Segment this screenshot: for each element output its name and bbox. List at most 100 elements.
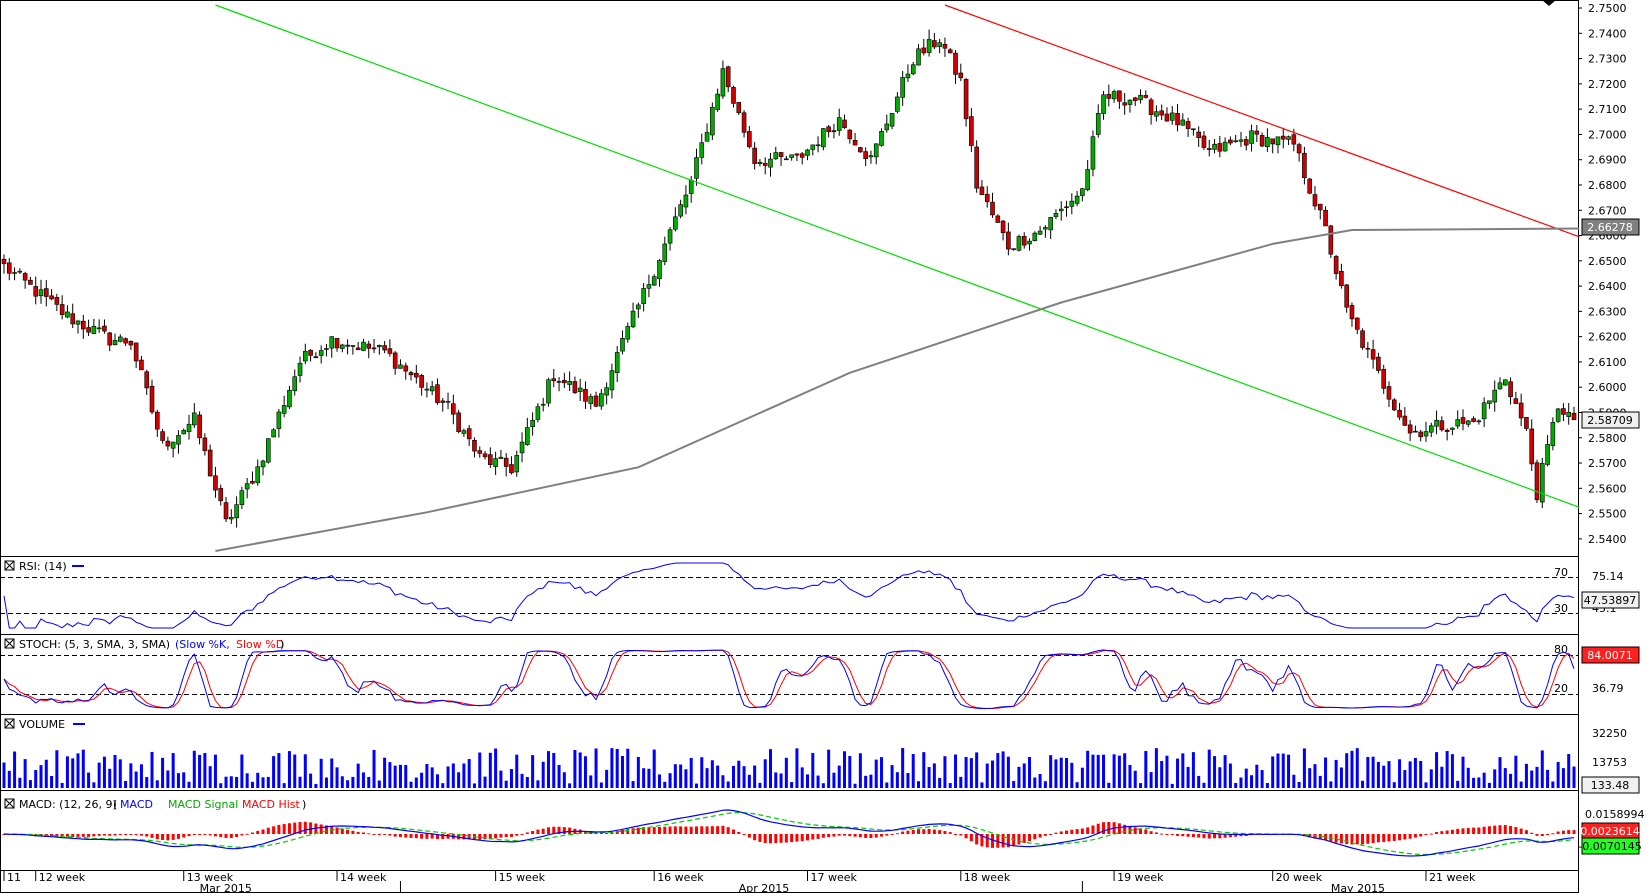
candle (963, 77, 969, 127)
volume-bar (87, 772, 91, 788)
candle (514, 450, 520, 477)
price-tick-label: 2.6100 (1588, 356, 1627, 369)
volume-bar (938, 777, 942, 788)
volume-bar (726, 781, 730, 788)
candle-body (1344, 284, 1349, 308)
candle (852, 132, 858, 146)
volume-bar (911, 754, 915, 788)
volume-bar (134, 771, 138, 788)
volume-bar (546, 751, 550, 788)
candle (905, 64, 911, 82)
candle (1381, 364, 1386, 394)
macd-hist-bar (811, 834, 815, 840)
month-label: Mar 2015 (200, 882, 252, 893)
volume-bar (404, 765, 408, 788)
candle (1132, 96, 1138, 107)
candle (54, 293, 60, 312)
candle (947, 47, 953, 54)
candle-body (863, 151, 868, 159)
candle (1154, 105, 1159, 122)
macd-hist-bar (76, 834, 80, 837)
candle (1434, 410, 1439, 435)
candle-body (192, 412, 197, 426)
candle (223, 497, 229, 523)
candle-body (1402, 415, 1408, 426)
price-tick-label: 2.5800 (1588, 432, 1627, 445)
macd-hist-bar (266, 827, 270, 834)
macd-hist-bar (1117, 823, 1121, 834)
macd-hist-bar (525, 832, 529, 834)
volume-close-icon[interactable] (4, 718, 15, 729)
candle-body (826, 126, 831, 133)
candle-body (535, 406, 541, 420)
candle (577, 378, 583, 401)
rsi-close-icon[interactable] (4, 560, 15, 571)
rsi-series (3, 562, 1575, 629)
volume-bar (2, 762, 6, 788)
volume-bar (324, 777, 328, 788)
candle (699, 133, 705, 165)
candle-body (1101, 94, 1106, 114)
candle-body (292, 376, 298, 392)
volume-bar (1403, 770, 1407, 788)
price-tick-label: 2.5400 (1588, 533, 1627, 546)
scroll-arrow-icon[interactable] (1542, 0, 1556, 6)
volume-bar (414, 777, 418, 788)
candle-body (609, 370, 615, 391)
candle (234, 496, 239, 528)
candle (858, 146, 863, 153)
macd-close-icon[interactable] (4, 798, 15, 809)
volume-bar (1160, 760, 1164, 788)
macd-hist-bar (610, 832, 614, 834)
stoch-close-icon[interactable] (4, 638, 15, 649)
candle (1376, 352, 1381, 374)
volume-bar (1461, 756, 1465, 788)
macd-hist-bar (1546, 834, 1550, 836)
macd-hist-bar (1107, 822, 1111, 834)
volume-bar (1498, 757, 1502, 788)
price-tick-label: 2.7400 (1588, 27, 1627, 40)
volume-bar (1281, 753, 1285, 788)
macd-hist-bar (1466, 827, 1470, 834)
volume-bar (145, 777, 149, 788)
candle-body (38, 289, 44, 297)
candle (921, 38, 927, 56)
candle-body (762, 162, 768, 166)
candle-body (773, 152, 779, 160)
volume-bar (1223, 755, 1227, 788)
macd-hist-bar (583, 830, 587, 834)
candle (1233, 134, 1238, 143)
candle-body (667, 229, 673, 244)
candle-body (879, 131, 884, 146)
candle (1529, 419, 1535, 471)
stoch-value-box: 84.0071 (1581, 646, 1640, 664)
candle (361, 338, 366, 352)
candle-body (345, 344, 350, 347)
volume-bar (1445, 751, 1449, 788)
macd-hist-bar (504, 834, 508, 838)
candle-body (900, 77, 905, 98)
candle-body (1481, 402, 1487, 420)
volume-bar (784, 757, 788, 788)
macd-hist-bar (198, 834, 202, 835)
candle-body (572, 381, 578, 393)
macd-hist-bar (520, 834, 524, 835)
candle (1428, 422, 1434, 438)
candle-body (593, 395, 599, 407)
macd-hist-bar (1186, 834, 1190, 837)
candle (741, 110, 747, 138)
macd-hist-bar (710, 826, 714, 834)
macd-hist-bar (1213, 834, 1217, 839)
candle-body (1196, 131, 1201, 139)
macd-hist-bar (182, 834, 186, 838)
candle-body (932, 40, 937, 48)
candle (1000, 219, 1006, 241)
macd-hist-bar (478, 834, 482, 840)
price-tick-label: 2.7100 (1588, 103, 1627, 116)
candle (784, 155, 789, 161)
candle-body (1053, 213, 1059, 217)
candle (1164, 107, 1170, 122)
candle-body (165, 440, 171, 447)
candle-body (1138, 94, 1143, 101)
volume-bar (705, 768, 709, 788)
